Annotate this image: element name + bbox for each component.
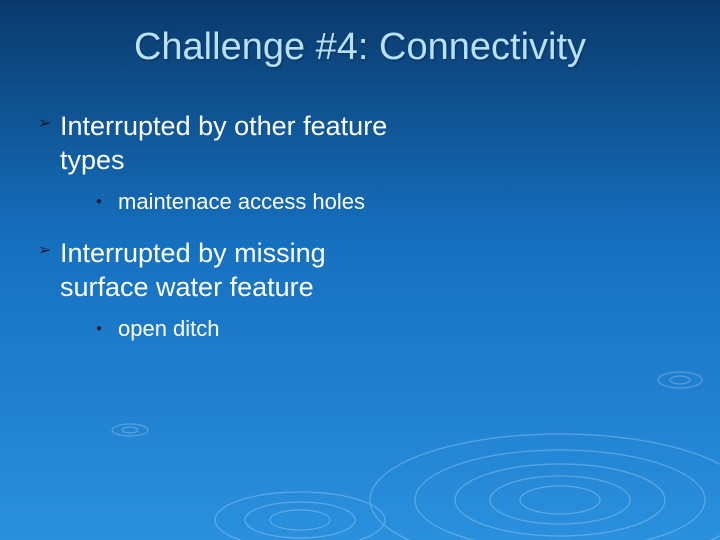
dot-bullet-icon: ● [96, 197, 118, 207]
slide-title: Challenge #4: Connectivity [0, 26, 720, 69]
sub-bullet-list: ● open ditch [96, 315, 682, 343]
bullet-item: ➢ Interrupted by other feature types [38, 110, 682, 178]
dot-bullet-icon: ● [96, 324, 118, 334]
bullet-text: Interrupted by other feature types [60, 110, 400, 178]
bullet-text: Interrupted by missing surface water fea… [60, 237, 400, 305]
bullet-item: ➢ Interrupted by missing surface water f… [38, 237, 682, 305]
sub-bullet-item: ● maintenace access holes [96, 188, 682, 216]
sub-bullet-item: ● open ditch [96, 315, 682, 343]
arrow-bullet-icon: ➢ [38, 116, 60, 132]
sub-bullet-text: open ditch [118, 315, 220, 343]
sub-bullet-text: maintenace access holes [118, 188, 365, 216]
slide-body: ➢ Interrupted by other feature types ● m… [38, 110, 682, 364]
arrow-bullet-icon: ➢ [38, 243, 60, 259]
sub-bullet-list: ● maintenace access holes [96, 188, 682, 216]
